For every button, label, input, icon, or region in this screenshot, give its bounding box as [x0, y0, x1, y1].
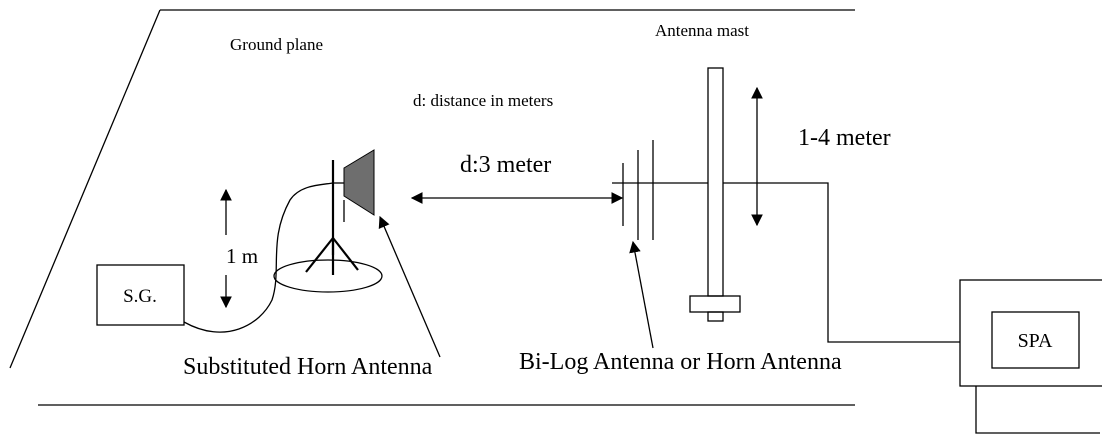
bilog-pointer-arrow [629, 240, 654, 349]
spa-stand [975, 386, 1100, 434]
spa-display-box [991, 311, 1080, 369]
receive-antenna-label: Bi-Log Antenna or Horn Antenna [519, 349, 842, 375]
spa-label: SPA [1018, 330, 1053, 352]
ground-plane [9, 9, 855, 406]
mast-height-label: 1-4 meter [798, 125, 891, 151]
horn-antenna-shape [343, 149, 375, 216]
ground-plane-left-edge [9, 9, 161, 369]
signal-generator-label: S.G. [123, 286, 157, 307]
mast-base [689, 295, 741, 313]
tripod-horn-antenna [273, 149, 383, 293]
sg-cable [183, 182, 334, 333]
spa-cable [723, 182, 960, 343]
height-1m-label: 1 m [226, 244, 258, 268]
distance-note-label: d: distance in meters [413, 91, 553, 110]
antenna-mast-label: Antenna mast [655, 21, 749, 40]
distance-value-label: d:3 meter [460, 152, 551, 178]
horn-pointer-arrow [378, 215, 441, 358]
signal-generator-box [96, 264, 185, 326]
tripod-leg-right [332, 237, 359, 271]
mast-foot [707, 311, 724, 322]
substituted-horn-label: Substituted Horn Antenna [183, 354, 433, 380]
spectrum-analyzer: SPA [959, 279, 1102, 434]
bilog-antenna [612, 140, 708, 240]
antenna-mast [689, 67, 741, 322]
ground-plane-label: Ground plane [230, 35, 323, 54]
signal-generator: S.G. [96, 264, 185, 326]
mast-pole [707, 67, 724, 297]
tripod-base-ellipse [273, 259, 383, 293]
tripod-leg-left [305, 237, 334, 273]
spa-cabinet [959, 279, 1102, 387]
